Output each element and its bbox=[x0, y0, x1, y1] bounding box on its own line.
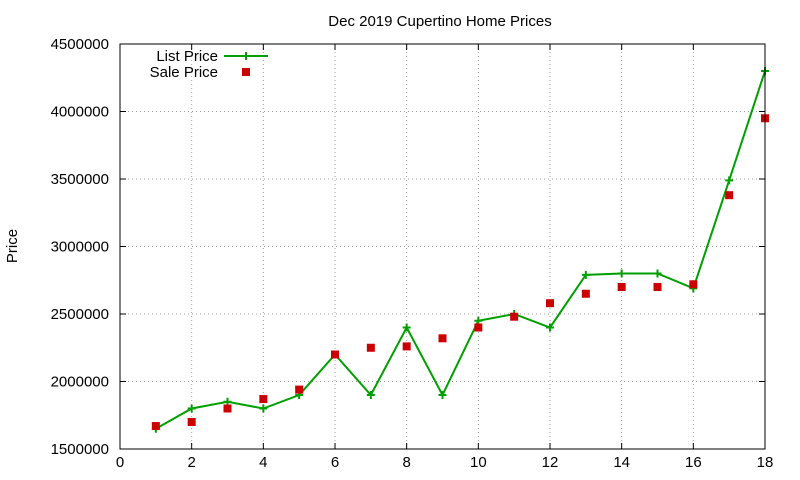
list-price-point bbox=[617, 269, 626, 278]
sale-price-point bbox=[438, 334, 447, 343]
x-tick-label: 10 bbox=[470, 454, 487, 471]
y-tick-label: 2500000 bbox=[51, 306, 109, 323]
sale-price-point bbox=[581, 289, 590, 298]
list-price-point bbox=[581, 270, 590, 279]
sale-price-point bbox=[546, 299, 554, 308]
x-tick-label: 6 bbox=[331, 454, 339, 471]
list-price-point bbox=[546, 323, 554, 332]
sale-price-point bbox=[474, 323, 483, 332]
sale-price-point bbox=[653, 283, 662, 291]
sale-price-point bbox=[151, 422, 160, 431]
legend: List Price Sale Price bbox=[150, 48, 268, 81]
x-tick-label: 8 bbox=[402, 454, 410, 471]
legend-label-sale-price: Sale Price bbox=[150, 64, 218, 81]
y-axis-label: Price bbox=[4, 229, 21, 263]
list-price-point bbox=[474, 316, 483, 325]
plot-frame bbox=[119, 43, 766, 450]
x-tick-label: 18 bbox=[757, 454, 774, 471]
x-tick-label: 4 bbox=[259, 454, 267, 471]
sale-price-point bbox=[259, 395, 268, 404]
list-price-point bbox=[725, 176, 734, 185]
list-price-point bbox=[259, 404, 268, 413]
x-tick-label: 16 bbox=[685, 454, 702, 471]
sale-price-point bbox=[295, 385, 304, 394]
sale-price-point bbox=[689, 280, 698, 289]
sale-price-point bbox=[331, 350, 339, 359]
sale-price-point bbox=[187, 418, 196, 426]
series-1 bbox=[151, 114, 769, 431]
legend-sample-list-price-marker bbox=[242, 52, 250, 60]
list-price-point bbox=[366, 391, 375, 399]
grid bbox=[120, 44, 765, 449]
chart-title: Dec 2019 Cupertino Home Prices bbox=[328, 13, 551, 30]
plot-area bbox=[151, 67, 769, 433]
x-tick-label: 2 bbox=[187, 454, 195, 471]
series-0 bbox=[151, 67, 769, 433]
list-price-point bbox=[653, 269, 662, 278]
legend-label-list-price: List Price bbox=[156, 48, 218, 65]
x-tick-label: 0 bbox=[116, 454, 124, 471]
x-tick-label: 14 bbox=[613, 454, 630, 471]
sale-price-point bbox=[402, 342, 411, 351]
sale-price-point bbox=[725, 191, 734, 200]
list-price-point bbox=[438, 391, 447, 399]
y-tick-label: 1500000 bbox=[51, 441, 109, 458]
y-tick-label: 4000000 bbox=[51, 104, 109, 121]
x-tick-label: 12 bbox=[542, 454, 559, 471]
series-line bbox=[155, 70, 766, 430]
sale-price-point bbox=[617, 283, 626, 291]
y-tick-label: 3000000 bbox=[51, 239, 109, 256]
list-price-point bbox=[223, 397, 232, 406]
sale-price-point bbox=[366, 343, 375, 352]
sale-price-point bbox=[223, 404, 232, 413]
legend-sample-sale-price bbox=[242, 68, 250, 76]
sale-price-point bbox=[510, 312, 519, 321]
list-price-point bbox=[402, 323, 411, 332]
list-price-point bbox=[187, 404, 196, 413]
y-tick-label: 4500000 bbox=[51, 36, 109, 53]
y-tick-label: 2000000 bbox=[51, 374, 109, 391]
axis-ticks: 0 2 4 6 8 10 12 14 16 18 1500000 2000000 2500000 3000… bbox=[51, 36, 774, 471]
y-tick-label: 3500000 bbox=[51, 171, 109, 188]
